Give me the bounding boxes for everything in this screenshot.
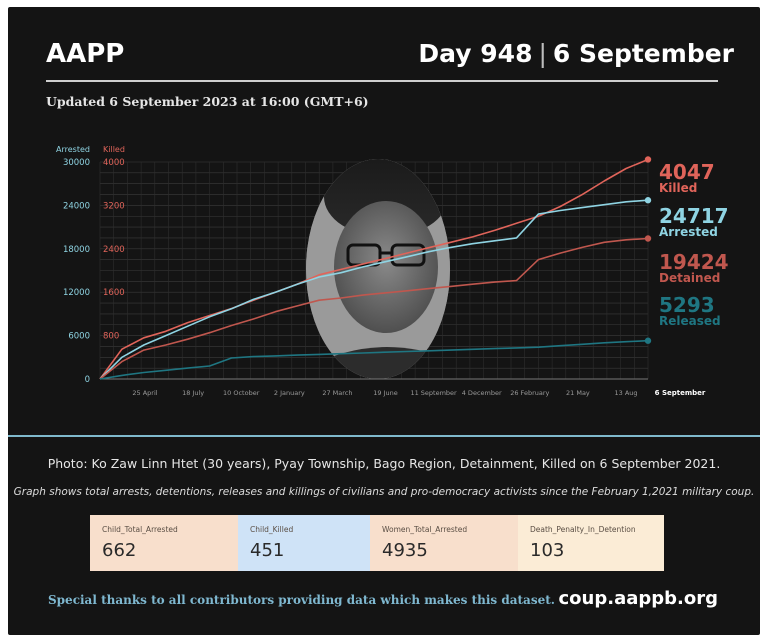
stat-child-total-arrested: Child_Total_Arrested 662 xyxy=(90,515,238,571)
stats-panel: Child_Total_Arrested 662 Child_Killed 451 … xyxy=(90,515,664,571)
right-axis-tick-label: 2400 xyxy=(103,245,125,255)
series-line-detained xyxy=(99,237,649,380)
graph-note: Graph shows total arrests, detentions, r… xyxy=(13,486,755,498)
day-date: 6 September xyxy=(552,39,734,68)
x-axis-tick-label: 11 September xyxy=(410,389,457,397)
thanks-note: Special thanks to all contributors provi… xyxy=(48,593,555,607)
left-axis-tick-label: 30000 xyxy=(63,158,90,168)
right-axis-tick-label: 4000 xyxy=(103,158,125,168)
line-chart: Arrested Killed 30000 24000 18000 12000 6000 0 4… xyxy=(56,145,729,397)
stat-label: Women_Total_Arrested xyxy=(382,525,468,534)
right-axis-label: Killed xyxy=(103,145,125,154)
series-line-arrested xyxy=(99,199,649,380)
site-link[interactable]: coup.aappb.org xyxy=(558,588,719,609)
left-axis-tick-label: 0 xyxy=(85,375,90,385)
chart-axes: Arrested Killed 30000 24000 18000 12000 6000 0 4… xyxy=(56,145,706,397)
x-axis-tick-label: 21 May xyxy=(566,389,590,397)
end-label-value: 19424 xyxy=(659,250,729,274)
stat-value: 103 xyxy=(530,540,565,561)
right-axis-tick-label: 800 xyxy=(103,332,119,342)
portrait-photo xyxy=(306,159,450,379)
stat-value: 451 xyxy=(250,540,285,561)
x-axis-tick-label: 26 February xyxy=(510,389,549,397)
stat-label: Death_Penalty_In_Detention xyxy=(530,525,636,534)
title-separator: | xyxy=(538,39,547,68)
chart-series xyxy=(99,156,652,380)
stat-label: Child_Total_Arrested xyxy=(102,525,178,534)
header-divider xyxy=(46,80,718,82)
left-axis-tick-label: 6000 xyxy=(68,332,90,342)
infographic-card: AAPP Day 948 | 6 September Updated 6 Septe… xyxy=(8,7,760,635)
day-title: Day 948 | 6 September xyxy=(418,39,734,68)
end-label-value: 4047 xyxy=(659,160,715,184)
series-line-killed xyxy=(99,158,649,380)
left-axis-label: Arrested xyxy=(56,145,90,154)
org-title: AAPP xyxy=(46,39,125,69)
x-axis-tick-label: 25 April xyxy=(132,389,157,397)
section-divider xyxy=(8,435,760,437)
series-end-marker-released xyxy=(644,337,652,344)
day-count: Day 948 xyxy=(418,39,533,68)
right-axis-tick-label: 1600 xyxy=(103,288,125,298)
stat-child-killed: Child_Killed 451 xyxy=(238,515,370,571)
right-axis-tick-label: 3200 xyxy=(103,201,125,211)
x-axis-tick-label: 10 October xyxy=(223,389,260,397)
end-label-value: 5293 xyxy=(659,293,715,317)
left-axis-tick-label: 24000 xyxy=(63,201,90,211)
stat-label: Child_Killed xyxy=(250,525,294,534)
portrait-face xyxy=(334,201,438,333)
stat-women-total-arrested: Women_Total_Arrested 4935 xyxy=(370,515,518,571)
glasses-left-lens xyxy=(346,243,382,267)
stat-death-penalty: Death_Penalty_In_Detention 103 xyxy=(518,515,664,571)
stat-value: 4935 xyxy=(382,540,428,561)
x-axis-tick-label: 2 January xyxy=(274,389,305,397)
left-axis-tick-label: 18000 xyxy=(63,245,90,255)
end-label-name: Released xyxy=(659,314,721,328)
end-label-value: 24717 xyxy=(659,204,729,228)
x-axis-tick-label: 19 June xyxy=(373,389,398,397)
x-axis-tick-label: 27 March xyxy=(322,389,352,397)
updated-timestamp: Updated 6 September 2023 at 16:00 (GMT+6… xyxy=(46,94,369,109)
glasses-right-lens xyxy=(390,243,426,267)
photo-caption: Photo: Ko Zaw Linn Htet (30 years), Pyay… xyxy=(47,456,721,471)
x-axis-tick-label: 18 July xyxy=(182,389,204,397)
end-label-name: Arrested xyxy=(659,225,718,239)
left-axis-tick-label: 12000 xyxy=(63,288,90,298)
series-end-marker-detained xyxy=(644,235,652,242)
series-line-released xyxy=(99,339,649,380)
series-end-marker-killed xyxy=(644,156,652,163)
stat-value: 662 xyxy=(102,540,137,561)
end-label-name: Detained xyxy=(659,271,720,285)
x-axis-tick-label: 4 December xyxy=(462,389,502,397)
end-label-name: Killed xyxy=(659,181,697,195)
series-end-marker-arrested xyxy=(644,197,652,204)
x-axis-tick-label: 6 September xyxy=(655,389,706,397)
x-axis-tick-label: 13 Aug xyxy=(614,389,637,397)
